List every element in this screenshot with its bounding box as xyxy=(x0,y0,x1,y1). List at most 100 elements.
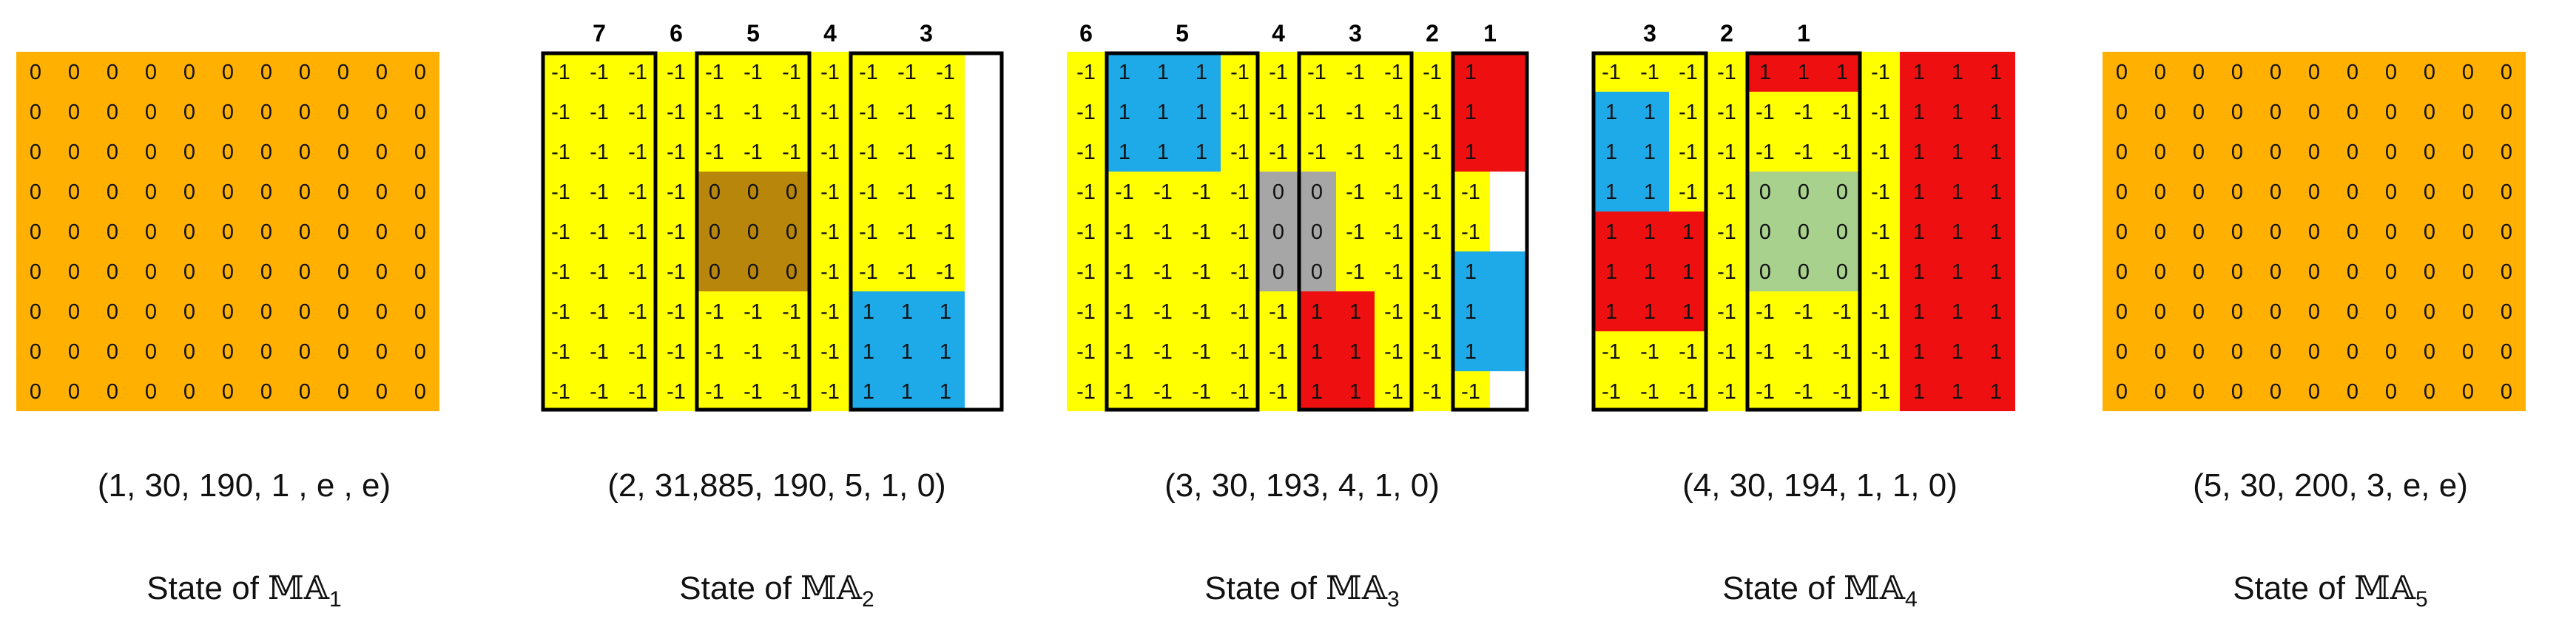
grid-cell: -1 xyxy=(859,101,878,124)
grid-cell: -1 xyxy=(1640,380,1659,404)
grid-cell: 0 xyxy=(68,141,80,164)
grid-cell: -1 xyxy=(1076,340,1096,364)
grid-cell: 0 xyxy=(2462,141,2474,164)
grid-cell: 1 xyxy=(1952,180,1963,204)
grid-cell: -1 xyxy=(1269,141,1288,164)
grid-cell: 1 xyxy=(1952,220,1963,244)
grid-cell: 0 xyxy=(222,101,234,124)
grid-cell: -1 xyxy=(1384,141,1403,164)
grid-cell: 1 xyxy=(1349,300,1361,324)
region-blue xyxy=(1592,92,1669,212)
grid-cell: -1 xyxy=(1115,260,1134,284)
column-group-box xyxy=(1105,51,1260,412)
grid-cell: -1 xyxy=(1832,141,1852,164)
grid-cell: 0 xyxy=(2270,340,2282,364)
grid-cell: -1 xyxy=(1423,380,1442,404)
grid-cell: -1 xyxy=(1717,300,1736,324)
grid-cell: -1 xyxy=(1832,340,1852,364)
state-label-symbol: 𝕄𝔸 xyxy=(800,569,863,607)
grid-cell: 1 xyxy=(1605,101,1617,124)
grid-cell: -1 xyxy=(1640,61,1659,84)
grid-cell: -1 xyxy=(1679,380,1698,404)
grid-cell: -1 xyxy=(1871,61,1890,84)
grid-cell: 0 xyxy=(2347,220,2358,244)
grid-cell: 0 xyxy=(145,101,157,124)
grid-cell: -1 xyxy=(628,300,647,324)
state-label-index: 1 xyxy=(329,586,342,612)
grid-cell: -1 xyxy=(859,220,878,244)
grid-cell: 1 xyxy=(1644,141,1656,164)
region-red xyxy=(1592,212,1707,331)
state-tuple-ma4: (4, 30, 194, 1, 1, 0) xyxy=(1682,467,1958,504)
grid-cell: 0 xyxy=(376,380,388,404)
grid-cell: -1 xyxy=(936,61,955,84)
column-group-box xyxy=(695,51,812,412)
grid-cell: -1 xyxy=(667,340,686,364)
grid-cell: 0 xyxy=(414,61,426,84)
grid-cell: 0 xyxy=(260,101,272,124)
grid-cell: 0 xyxy=(2347,61,2358,84)
grid-cell: 0 xyxy=(376,340,388,364)
grid-cell: 0 xyxy=(260,180,272,204)
grid-cell: 1 xyxy=(1465,141,1477,164)
grid-cell: 1 xyxy=(1952,340,1963,364)
grid-cell: -1 xyxy=(1871,340,1890,364)
grid-cell: -1 xyxy=(1756,141,1775,164)
grid-cell: 0 xyxy=(1759,180,1771,204)
grid-cell: 1 xyxy=(901,300,913,324)
grid-cell: -1 xyxy=(628,340,647,364)
grid-cell: -1 xyxy=(1307,61,1326,84)
grid-cell: 0 xyxy=(2385,61,2397,84)
grid-cell: 0 xyxy=(376,300,388,324)
grid-cell: 1 xyxy=(1836,61,1848,84)
grid-cell: -1 xyxy=(1076,260,1096,284)
grid-cell: -1 xyxy=(1153,300,1173,324)
grid-cell: 0 xyxy=(1798,220,1810,244)
grid-cell: 1 xyxy=(1913,340,1925,364)
grid-cell: -1 xyxy=(1679,340,1698,364)
grid-cell: 0 xyxy=(337,300,349,324)
grid-cell: 0 xyxy=(2501,61,2512,84)
grid-cell: -1 xyxy=(1384,220,1403,244)
grid-cell: -1 xyxy=(859,260,878,284)
grid-cell: -1 xyxy=(1076,61,1096,84)
grid-cell: 0 xyxy=(2270,101,2282,124)
grid-cell: 0 xyxy=(2501,340,2512,364)
grid-cell: -1 xyxy=(705,61,724,84)
grid-cell: 0 xyxy=(183,141,195,164)
grid-cell: 0 xyxy=(1311,260,1323,284)
grid-cell: 0 xyxy=(2231,61,2243,84)
column-label: 4 xyxy=(823,20,837,47)
column-group-label: 3 xyxy=(1643,20,1656,47)
grid-cell: 0 xyxy=(337,340,349,364)
grid-cell: -1 xyxy=(1153,380,1173,404)
grid-cell: 0 xyxy=(2308,61,2320,84)
grid-cell: -1 xyxy=(1756,380,1775,404)
grid-cell: 0 xyxy=(414,380,426,404)
grid-cell: -1 xyxy=(1461,220,1480,244)
grid-cell: 0 xyxy=(68,340,80,364)
grid-cell: -1 xyxy=(1269,101,1288,124)
grid-cell: 1 xyxy=(1465,101,1477,124)
grid-cell: 0 xyxy=(2116,101,2128,124)
grid-cell: 1 xyxy=(1913,180,1925,204)
grid-cell: 0 xyxy=(299,380,311,404)
state-label-ma5: State of 𝕄𝔸5 xyxy=(2101,569,2560,612)
column-group-label: 5 xyxy=(746,20,760,47)
column-group-label: 5 xyxy=(1176,20,1189,47)
grid-cell: -1 xyxy=(744,300,763,324)
grid-cell: -1 xyxy=(628,141,647,164)
grid-cell: -1 xyxy=(1230,300,1250,324)
grid-cell: -1 xyxy=(1153,340,1173,364)
grid-cell: 1 xyxy=(1990,141,2002,164)
grid-cell: 0 xyxy=(337,380,349,404)
grid-cell: 0 xyxy=(30,340,41,364)
grid-cell: -1 xyxy=(1230,180,1250,204)
grid-cell: 0 xyxy=(414,340,426,364)
grid-cell: -1 xyxy=(820,260,840,284)
grid-cell: 0 xyxy=(2116,180,2128,204)
grid-cell: 0 xyxy=(1836,220,1848,244)
grid-cell: 0 xyxy=(183,300,195,324)
grid-cell: 0 xyxy=(2385,220,2397,244)
grid-cell: 0 xyxy=(376,141,388,164)
